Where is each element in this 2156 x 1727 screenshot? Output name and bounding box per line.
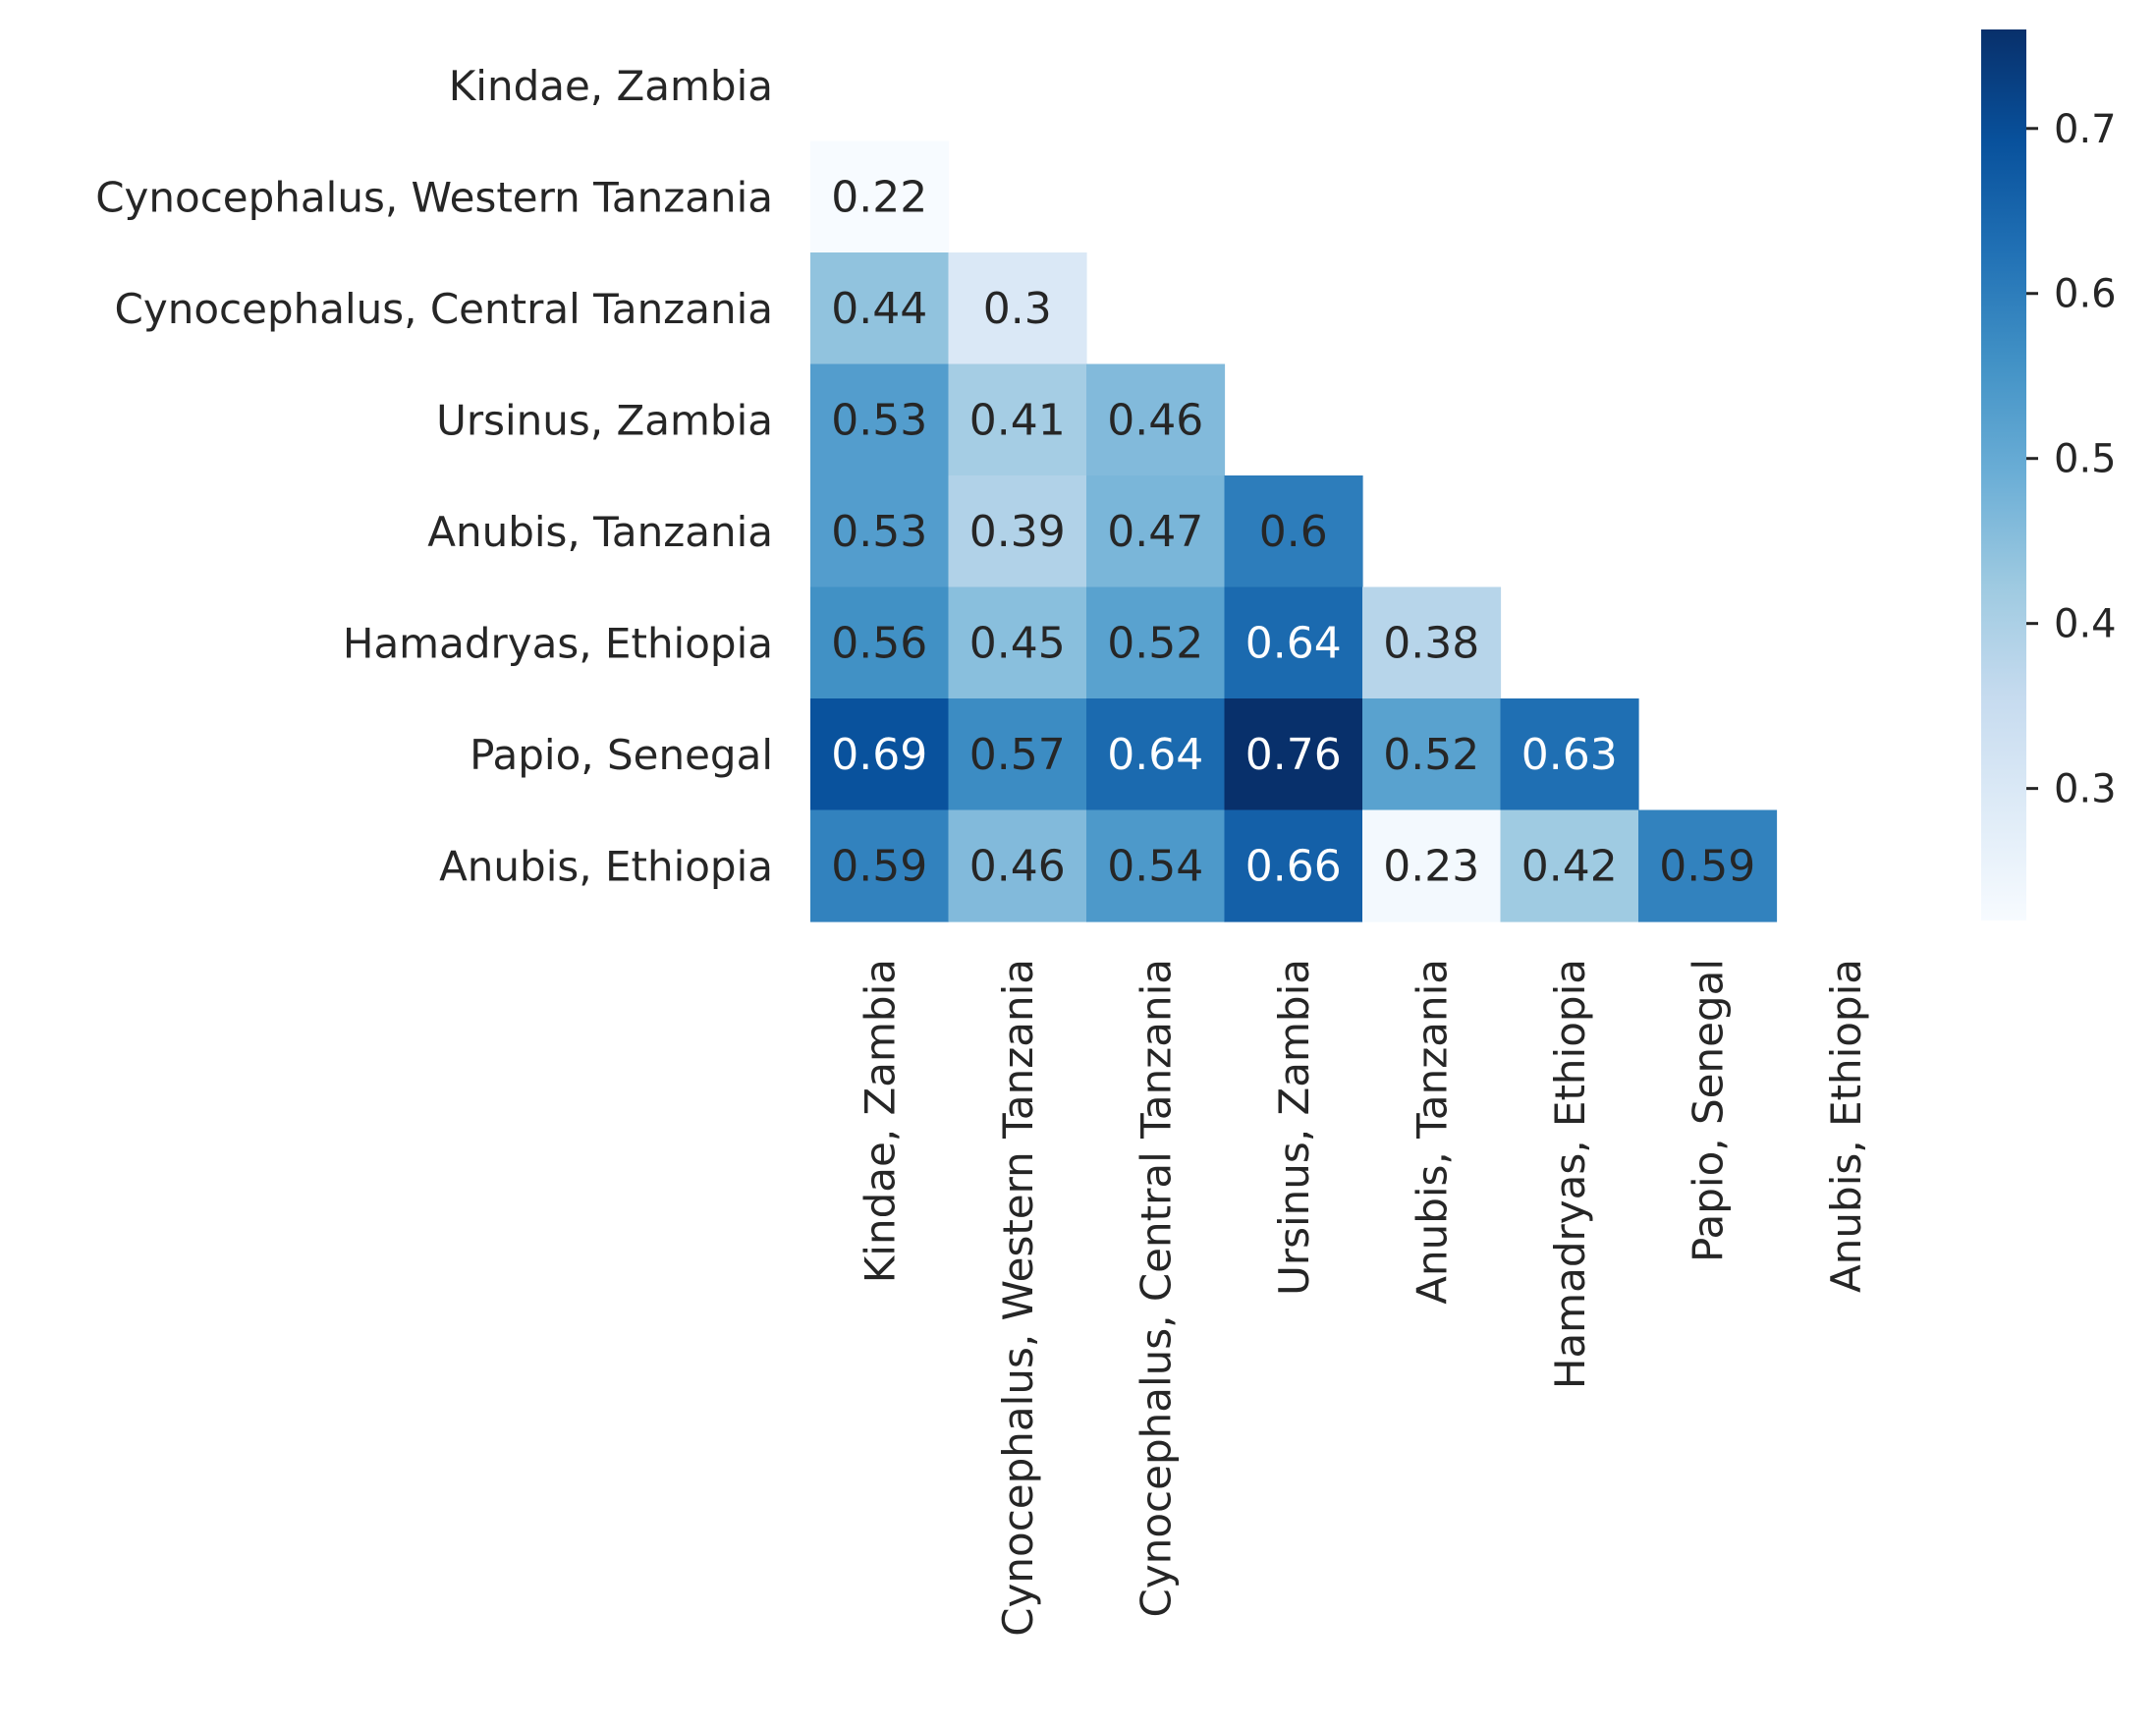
heatmap-cell — [810, 698, 950, 811]
cell-value-label: 0.38 — [1383, 618, 1479, 668]
row-labels: Kindae, Zambia Cynocephalus, Western Tanz… — [95, 62, 773, 891]
heatmap-cell — [1224, 809, 1363, 922]
heatmap-cell — [1086, 698, 1226, 811]
heatmap-cell — [810, 809, 950, 922]
cell-value-label: 0.64 — [1245, 618, 1342, 668]
cell-value-label: 0.54 — [1107, 841, 1203, 891]
cell-value-label: 0.76 — [1245, 730, 1342, 780]
cell-value-label: 0.6 — [1259, 507, 1328, 557]
heatmap-cell — [1224, 698, 1363, 811]
row-label: Papio, Senegal — [470, 731, 773, 779]
cell-value-label: 0.52 — [1107, 618, 1203, 668]
column-label: Cynocephalus, Central Tanzania — [1132, 959, 1180, 1617]
cell-value-label: 0.45 — [969, 618, 1066, 668]
colorbar-tick-label: 0.6 — [2054, 272, 2117, 317]
cell-value-label: 0.56 — [831, 618, 927, 668]
heatmap-cell — [948, 698, 1087, 811]
column-label: Ursinus, Zambia — [1270, 959, 1318, 1296]
heatmap-cell — [1086, 809, 1226, 922]
cell-value-label: 0.57 — [969, 730, 1066, 780]
cell-value-label: 0.53 — [831, 395, 927, 445]
heatmap-cell — [1638, 809, 1778, 922]
heatmap-cell — [810, 475, 950, 588]
cell-value-label: 0.66 — [1245, 841, 1342, 891]
heatmap-cell — [1500, 809, 1639, 922]
row-label: Anubis, Tanzania — [427, 508, 773, 556]
heatmap-cell — [948, 252, 1087, 365]
cell-value-label: 0.47 — [1107, 507, 1203, 557]
colorbar: 0.3 0.4 0.5 0.6 0.7 — [1981, 29, 2117, 920]
cell-value-label: 0.59 — [831, 841, 927, 891]
heatmap-cell — [948, 809, 1087, 922]
colorbar-tick-label: 0.5 — [2054, 437, 2117, 482]
column-label: Kindae, Zambia — [856, 959, 904, 1283]
cell-value-label: 0.53 — [831, 507, 927, 557]
heatmap-cell — [1362, 698, 1502, 811]
column-label: Hamadryas, Ethiopia — [1546, 959, 1594, 1389]
heatmap-cell — [1362, 809, 1502, 922]
cell-value-label: 0.63 — [1521, 730, 1618, 780]
row-label: Kindae, Zambia — [449, 62, 773, 110]
column-labels: Kindae, Zambia Cynocephalus, Western Tanz… — [856, 959, 1870, 1637]
colorbar-tick-label: 0.7 — [2054, 107, 2117, 152]
heatmap-cell — [1224, 475, 1363, 588]
heatmap-cell — [948, 363, 1087, 476]
row-label: Cynocephalus, Central Tanzania — [115, 285, 773, 333]
heatmap-cell — [810, 252, 950, 365]
cell-value-label: 0.59 — [1659, 841, 1755, 891]
column-label: Anubis, Ethiopia — [1822, 959, 1870, 1293]
cell-value-label: 0.3 — [983, 284, 1052, 334]
cell-value-label: 0.46 — [969, 841, 1066, 891]
row-label: Cynocephalus, Western Tanzania — [95, 173, 773, 221]
column-label: Anubis, Tanzania — [1408, 959, 1456, 1305]
colorbar-tick-label: 0.4 — [2054, 602, 2117, 647]
colorbar-gradient — [1981, 29, 2026, 920]
cell-value-label: 0.64 — [1107, 730, 1203, 780]
colorbar-tick-label: 0.3 — [2054, 767, 2117, 812]
row-label: Anubis, Ethiopia — [439, 842, 773, 890]
heatmap-cell — [1086, 363, 1226, 476]
row-label: Hamadryas, Ethiopia — [343, 619, 773, 667]
column-label: Papio, Senegal — [1684, 959, 1732, 1262]
heatmap-cell — [810, 140, 950, 253]
cell-value-label: 0.44 — [831, 284, 927, 334]
heatmap-cell — [1362, 586, 1502, 699]
cell-value-label: 0.23 — [1383, 841, 1479, 891]
cell-value-label: 0.22 — [831, 172, 927, 222]
heatmap-cell — [948, 475, 1087, 588]
row-label: Ursinus, Zambia — [436, 396, 773, 444]
heatmap-cell — [810, 586, 950, 699]
cell-value-label: 0.52 — [1383, 730, 1479, 780]
heatmap-cell — [810, 363, 950, 476]
heatmap-cells: 0.22 0.44 0.3 0.53 0.41 0.46 0.53 0.39 0.47 0.6 0.… — [810, 140, 1778, 922]
heatmap-cell — [1500, 698, 1639, 811]
heatmap-cell — [1224, 586, 1363, 699]
cell-value-label: 0.46 — [1107, 395, 1203, 445]
heatmap-cell — [1086, 475, 1226, 588]
column-label: Cynocephalus, Western Tanzania — [994, 959, 1042, 1637]
heatmap-cell — [1086, 586, 1226, 699]
cell-value-label: 0.41 — [969, 395, 1066, 445]
cell-value-label: 0.39 — [969, 507, 1066, 557]
cell-value-label: 0.42 — [1521, 841, 1618, 891]
cell-value-label: 0.69 — [831, 730, 927, 780]
heatmap-cell — [948, 586, 1087, 699]
